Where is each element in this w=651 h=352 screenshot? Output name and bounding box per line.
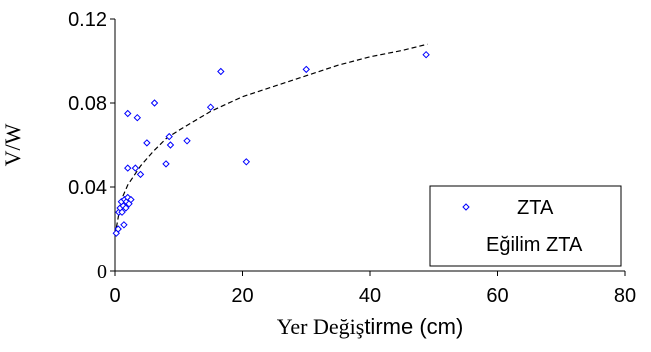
trendline-zta: [114, 43, 428, 236]
data-point: [122, 204, 130, 212]
data-point: [118, 208, 126, 216]
data-point: [143, 139, 151, 147]
legend-label-zta: ZTA: [517, 197, 554, 219]
y-tick-label: 0.04: [68, 177, 107, 199]
data-point: [422, 50, 430, 59]
y-axis-ticks: 0 0.04 0.08 0.12: [68, 9, 115, 283]
data-point: [124, 109, 132, 118]
y-axis-title: V/W: [0, 123, 25, 166]
x-axis-title-part2: tirme (cm): [364, 314, 463, 339]
data-point: [302, 65, 310, 74]
x-tick-label: 0: [109, 285, 120, 307]
data-point: [124, 164, 132, 172]
data-point: [127, 195, 135, 204]
data-point: [136, 170, 145, 179]
legend-label-trend: Eğilim ZTA: [486, 234, 583, 256]
y-tick-label: 0.12: [68, 9, 107, 31]
y-tick-label: 0: [97, 261, 107, 283]
data-points-zta: [112, 50, 430, 237]
x-axis-ticks: 0 20 40 60 80: [109, 271, 636, 307]
x-tick-label: 80: [614, 285, 636, 307]
x-axis-title-part1: Yer Değiş: [277, 314, 365, 339]
x-axis-title: Yer Değiştirme (cm): [277, 314, 464, 339]
data-point: [114, 225, 122, 233]
x-tick-label: 20: [231, 285, 253, 307]
data-point: [133, 113, 142, 122]
x-tick-label: 40: [359, 285, 381, 307]
data-point: [120, 221, 128, 229]
x-tick-label: 60: [486, 285, 508, 307]
y-tick-label: 0.08: [68, 93, 107, 115]
data-point: [242, 158, 251, 166]
data-point: [162, 160, 170, 168]
data-point: [206, 103, 215, 111]
data-point: [166, 141, 175, 149]
data-point: [183, 137, 191, 145]
data-point: [165, 132, 173, 141]
legend-box: [429, 185, 622, 267]
legend-diamond-marker: [462, 203, 470, 211]
data-point: [131, 164, 140, 172]
data-point: [150, 99, 159, 107]
data-point: [217, 67, 225, 76]
legend: ZTA Eğilim ZTA: [429, 185, 622, 267]
